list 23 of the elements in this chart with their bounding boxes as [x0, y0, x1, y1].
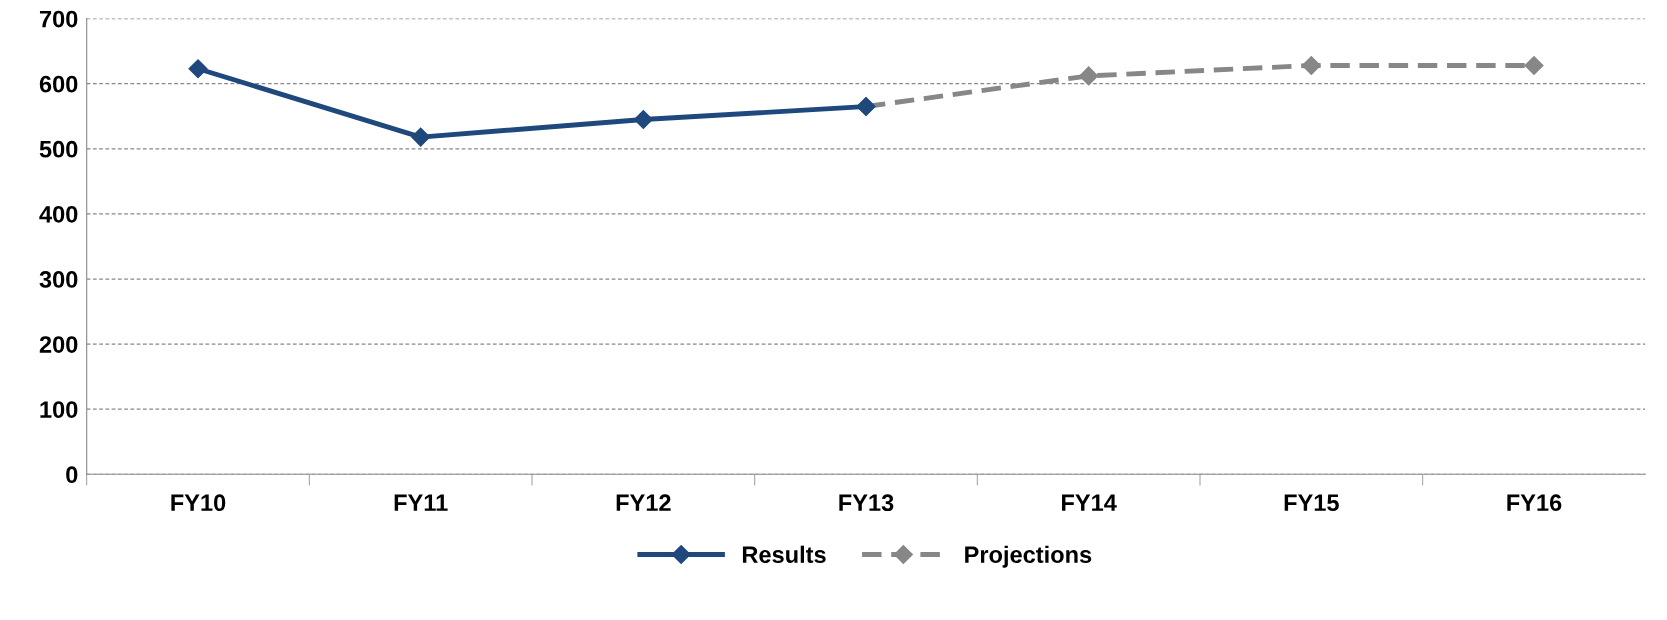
y-tick-label: 200 [39, 336, 78, 353]
point [1301, 55, 1321, 76]
y-tick-label: 0 [66, 466, 78, 484]
point [188, 59, 208, 79]
x-tick-label: FY16 [1507, 494, 1562, 512]
x-tick-label: FY13 [839, 494, 894, 512]
legend-label: Results [742, 545, 826, 564]
y-tick-label: 400 [39, 205, 78, 223]
point [1079, 66, 1099, 86]
point [411, 127, 431, 147]
point [633, 109, 653, 130]
point [1524, 55, 1544, 76]
y-tick-label: 600 [39, 75, 78, 93]
y-tick-label: 500 [39, 140, 78, 158]
legend-label: Projections [965, 545, 1092, 568]
x-tick-label: FY12 [616, 494, 671, 511]
y-tick-label: 100 [40, 401, 78, 418]
y-tick-label: 300 [39, 271, 78, 288]
x-tick-label: FY14 [1062, 494, 1117, 511]
x-tick-label: FY15 [1284, 494, 1339, 512]
y-tick-label: 700 [39, 10, 78, 28]
x-tick-label: FY11 [394, 494, 448, 511]
x-tick-label: FY10 [171, 494, 226, 512]
